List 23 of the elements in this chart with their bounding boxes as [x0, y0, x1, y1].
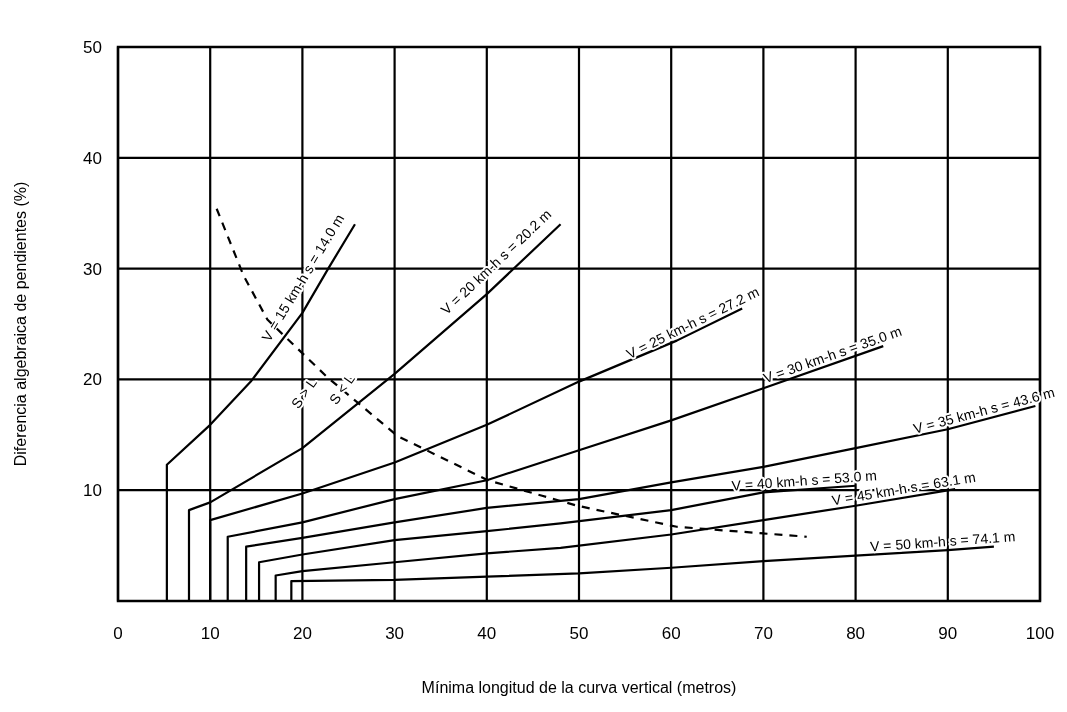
series-label: V = 50 km-h s = 74.1 m — [869, 528, 1016, 555]
x-tick-label: 60 — [661, 624, 681, 643]
y-tick-label: 50 — [83, 38, 102, 57]
x-tick-label: 10 — [200, 624, 220, 643]
x-tick-label: 90 — [938, 624, 958, 643]
text: V = 25 km-h s = 27.2 m — [623, 283, 762, 363]
x-tick-label: 70 — [753, 624, 773, 643]
x-tick-label: 100 — [1025, 624, 1055, 643]
y-tick-label: 30 — [83, 259, 102, 279]
x-tick-label: 50 — [569, 624, 589, 643]
x-tick-label: 80 — [846, 624, 866, 643]
text: V = 30 km-h s = 35.0 m — [761, 322, 904, 387]
y-axis-title: Diferencia algebraica de pendientes (%) — [12, 181, 29, 467]
y-tick-label: 20 — [83, 370, 102, 390]
y-tick-label: 40 — [83, 148, 102, 168]
y-tick-label: 10 — [83, 481, 102, 501]
x-tick-label: 20 — [292, 624, 312, 643]
x-tick-label: 0 — [113, 624, 123, 643]
text: V = 35 km-h s = 43.6 m — [911, 383, 1057, 437]
x-axis-title: Mínima longitud de la curva vertical (metros) — [421, 679, 737, 696]
x-tick-label: 40 — [477, 624, 497, 643]
annotation: S > L — [287, 374, 321, 412]
x-tick-label: 30 — [385, 624, 405, 643]
